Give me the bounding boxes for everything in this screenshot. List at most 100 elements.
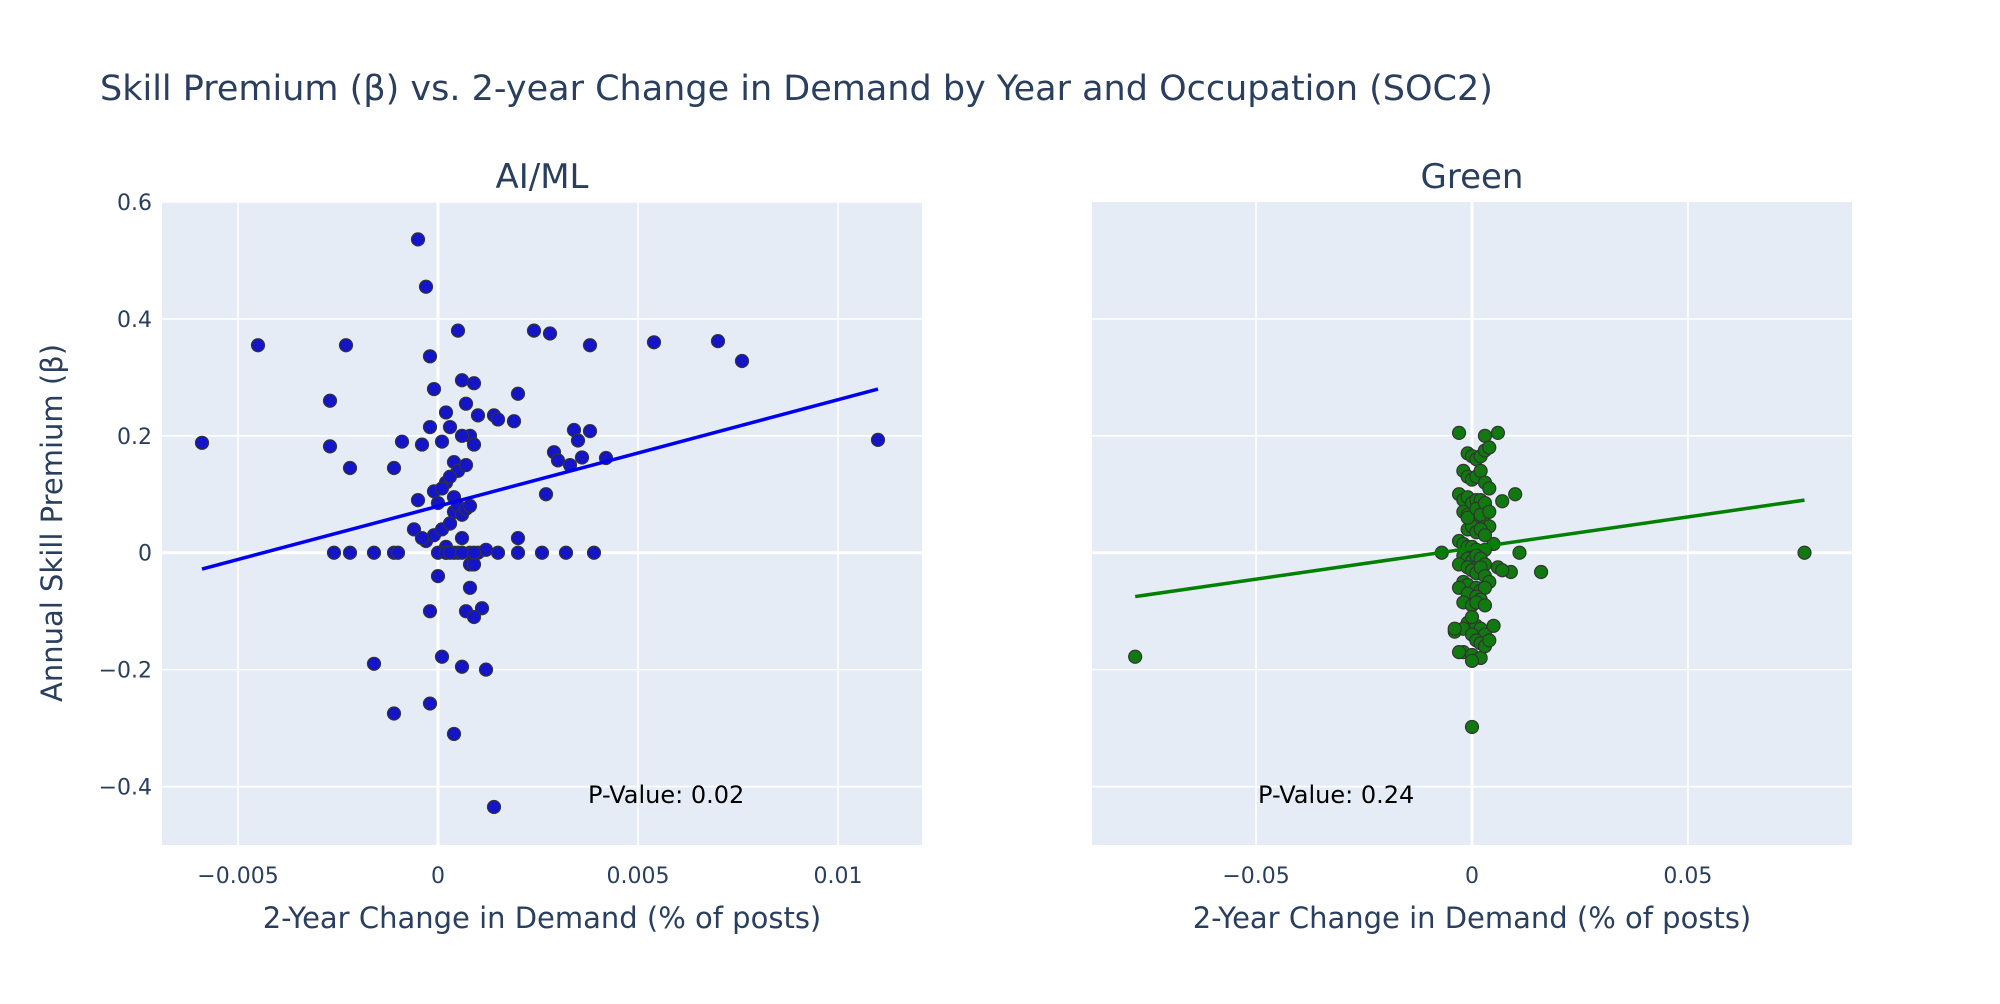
data-point — [322, 439, 338, 454]
data-point — [582, 338, 598, 353]
data-point — [326, 545, 342, 560]
data-point — [454, 659, 470, 674]
data-point — [570, 433, 586, 448]
data-point — [710, 334, 726, 349]
data-point — [478, 542, 494, 557]
data-point — [582, 424, 598, 439]
panel-green: −0.05 0 0.05 Green 2-Year Change in Demand… — [1092, 157, 1852, 935]
data-point — [1508, 487, 1523, 502]
y-tick-label: −0.2 — [99, 659, 152, 684]
data-point — [394, 434, 410, 449]
data-point — [586, 545, 602, 560]
data-point — [1495, 494, 1510, 509]
y-tick-label: 0.6 — [117, 191, 152, 216]
data-point — [1447, 621, 1462, 636]
data-point — [506, 414, 522, 429]
data-point — [550, 453, 566, 468]
data-point — [422, 604, 438, 619]
data-point — [1464, 609, 1480, 625]
data-point — [466, 437, 482, 452]
chart-title: Skill Premium (β) vs. 2-year Change in D… — [100, 69, 1493, 109]
data-point — [510, 386, 526, 401]
tick-labels-ai-ml: −0.4 −0.2 0 0.2 0.4 0.6 −0.005 0 0.005 0.01 — [99, 191, 863, 889]
data-point — [510, 531, 526, 546]
data-point — [442, 469, 458, 484]
data-point — [1451, 644, 1467, 660]
x-tick-label: 0.01 — [814, 864, 863, 889]
data-point — [426, 381, 442, 397]
data-point — [1533, 564, 1549, 580]
data-point — [342, 460, 358, 476]
data-point — [490, 412, 506, 427]
y-tick-label: 0.4 — [117, 308, 152, 333]
p-value-annotation-green: P-Value: 0.24 — [1258, 781, 1414, 809]
data-point — [1482, 481, 1497, 496]
data-point — [342, 545, 358, 560]
data-point — [478, 662, 494, 677]
x-axis-label-green: 2-Year Change in Demand (% of posts) — [1193, 901, 1752, 935]
data-point — [1486, 618, 1501, 633]
data-point — [406, 522, 422, 537]
data-point — [458, 396, 474, 411]
data-point — [386, 460, 402, 476]
data-point — [646, 335, 662, 350]
data-point — [390, 545, 406, 560]
data-point — [430, 569, 446, 584]
tick-labels-green: −0.05 0 0.05 — [1222, 864, 1712, 889]
data-point — [454, 373, 470, 388]
fit-line-green — [1134, 498, 1805, 599]
data-point — [466, 545, 482, 560]
data-point — [442, 545, 458, 560]
data-point — [442, 516, 458, 531]
data-point — [542, 326, 558, 341]
data-point — [434, 434, 450, 449]
data-point — [534, 545, 550, 560]
panel-ai-ml: −0.4 −0.2 0 0.2 0.4 0.6 −0.005 0 0.005 0.01 AI/ML… — [35, 157, 922, 935]
data-point — [558, 545, 574, 560]
x-tick-label: −0.05 — [1222, 864, 1289, 889]
data-point — [1128, 649, 1143, 664]
x-tick-label: 0.005 — [607, 864, 670, 889]
y-tick-label: 0.2 — [117, 425, 152, 450]
data-point — [250, 338, 266, 353]
data-point — [1473, 463, 1488, 478]
data-point — [410, 493, 426, 508]
data-point — [1482, 633, 1497, 648]
data-point — [414, 437, 430, 452]
data-point — [1477, 528, 1493, 543]
data-point — [410, 232, 426, 247]
data-point — [1477, 598, 1493, 613]
data-point — [386, 706, 402, 721]
data-point — [462, 498, 478, 514]
subplot-title-ai-ml: AI/ML — [495, 157, 588, 197]
data-point — [322, 393, 338, 408]
data-point — [422, 349, 438, 364]
data-point — [1451, 425, 1467, 440]
data-point — [194, 435, 210, 450]
data-point — [466, 609, 482, 625]
data-point — [438, 405, 454, 420]
fit-line-ai-ml — [201, 387, 879, 571]
plot-area-ai-ml — [162, 202, 922, 845]
data-point — [454, 531, 470, 546]
data-point — [1477, 428, 1493, 443]
data-point — [366, 545, 382, 560]
points-green — [1128, 425, 1812, 735]
data-point — [462, 580, 478, 595]
data-point — [490, 545, 506, 560]
data-point — [470, 408, 486, 423]
data-point — [454, 545, 470, 560]
data-point — [458, 457, 474, 473]
subplot-title-green: Green — [1421, 157, 1524, 197]
data-point — [574, 450, 590, 465]
x-tick-label: 0 — [431, 864, 445, 889]
data-point — [1464, 719, 1480, 735]
points-ai-ml — [194, 232, 886, 815]
data-point — [418, 279, 434, 294]
data-point — [434, 481, 450, 496]
data-point — [422, 696, 438, 711]
data-point — [434, 649, 450, 664]
data-point — [466, 376, 482, 391]
